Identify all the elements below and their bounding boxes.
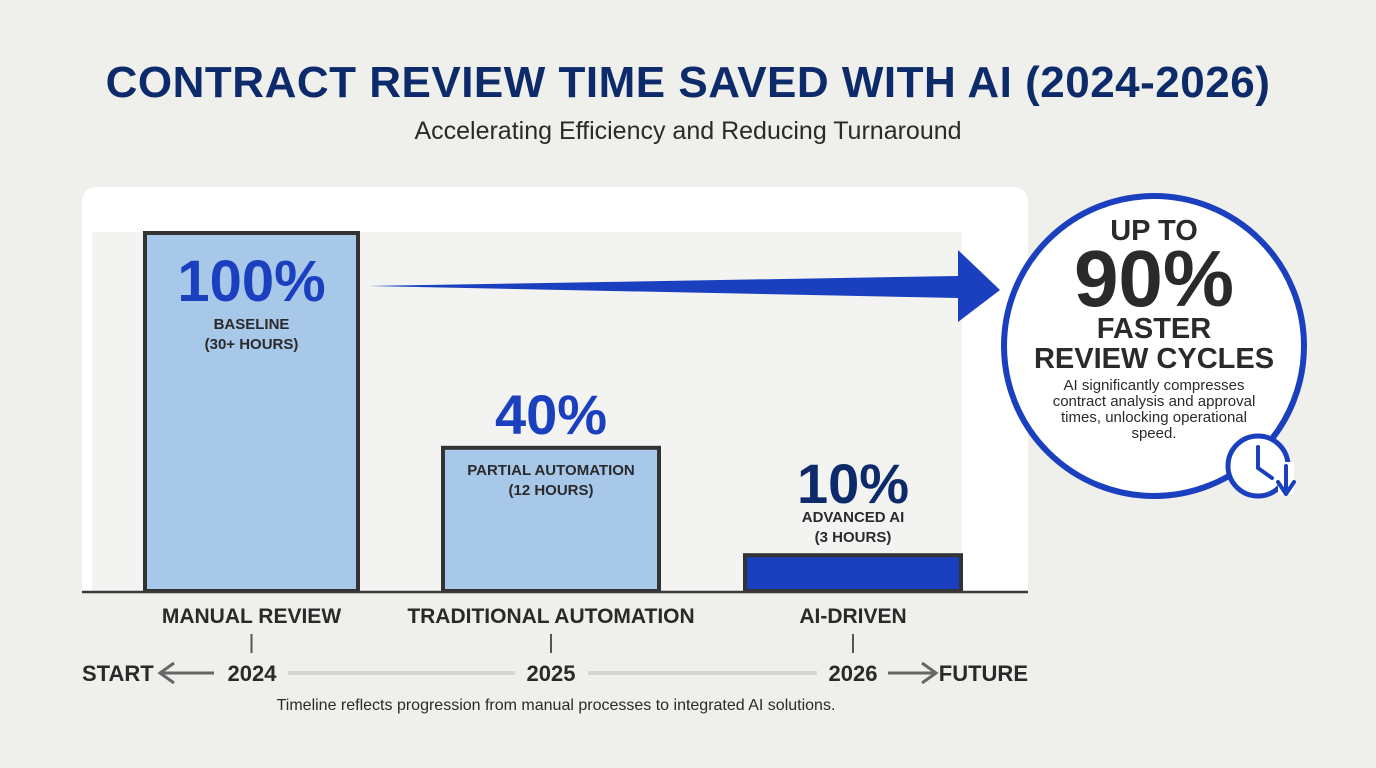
progress-arrow — [368, 250, 1000, 322]
chart-title: CONTRACT REVIEW TIME SAVED WITH AI (2024… — [105, 58, 1271, 107]
callout-desc: times, unlocking operational — [1061, 409, 1247, 426]
callout-big-number: 90% — [1074, 234, 1234, 323]
callout-circle — [1001, 193, 1307, 499]
callout-line1: UP TO — [1110, 215, 1198, 247]
category-label: AI-DRIVEN — [799, 605, 906, 628]
timeline-left-arrow — [157, 661, 214, 685]
category-label: TRADITIONAL AUTOMATION — [407, 605, 694, 628]
bar-sublabel: (30+ HOURS) — [205, 336, 299, 353]
bar-3 — [743, 553, 963, 594]
bar-sublabel: (3 HOURS) — [815, 529, 892, 546]
timeline-year: 2025 — [527, 661, 576, 686]
bar-sublabel: (12 HOURS) — [508, 482, 593, 499]
timeline-year: 2024 — [228, 661, 278, 686]
bar-sublabel: BASELINE — [214, 316, 290, 333]
callout-desc: AI significantly compresses — [1064, 377, 1245, 394]
timeline-right-arrow — [888, 661, 939, 685]
bar-value-label: 100% — [177, 249, 325, 314]
timeline-start: START — [82, 661, 154, 686]
bar-1 — [143, 231, 360, 593]
timeline-end: FUTURE — [939, 661, 1028, 686]
chart-subtitle: Accelerating Efficiency and Reducing Tur… — [414, 117, 962, 145]
timeline-year: 2026 — [829, 661, 878, 686]
callout-desc: speed. — [1131, 425, 1176, 442]
callout-line2: FASTER — [1097, 313, 1211, 345]
bar-value-label: 40% — [495, 383, 607, 446]
bar-sublabel: PARTIAL AUTOMATION — [467, 462, 635, 479]
bar-sublabel: ADVANCED AI — [802, 509, 905, 526]
timeline-caption: Timeline reflects progression from manua… — [277, 697, 836, 714]
category-label: MANUAL REVIEW — [162, 605, 341, 628]
callout-desc: contract analysis and approval — [1053, 393, 1256, 410]
bar-value-label: 10% — [797, 452, 909, 515]
callout-line3: REVIEW CYCLES — [1034, 343, 1274, 375]
clock-down-arrow-icon — [1225, 433, 1296, 499]
